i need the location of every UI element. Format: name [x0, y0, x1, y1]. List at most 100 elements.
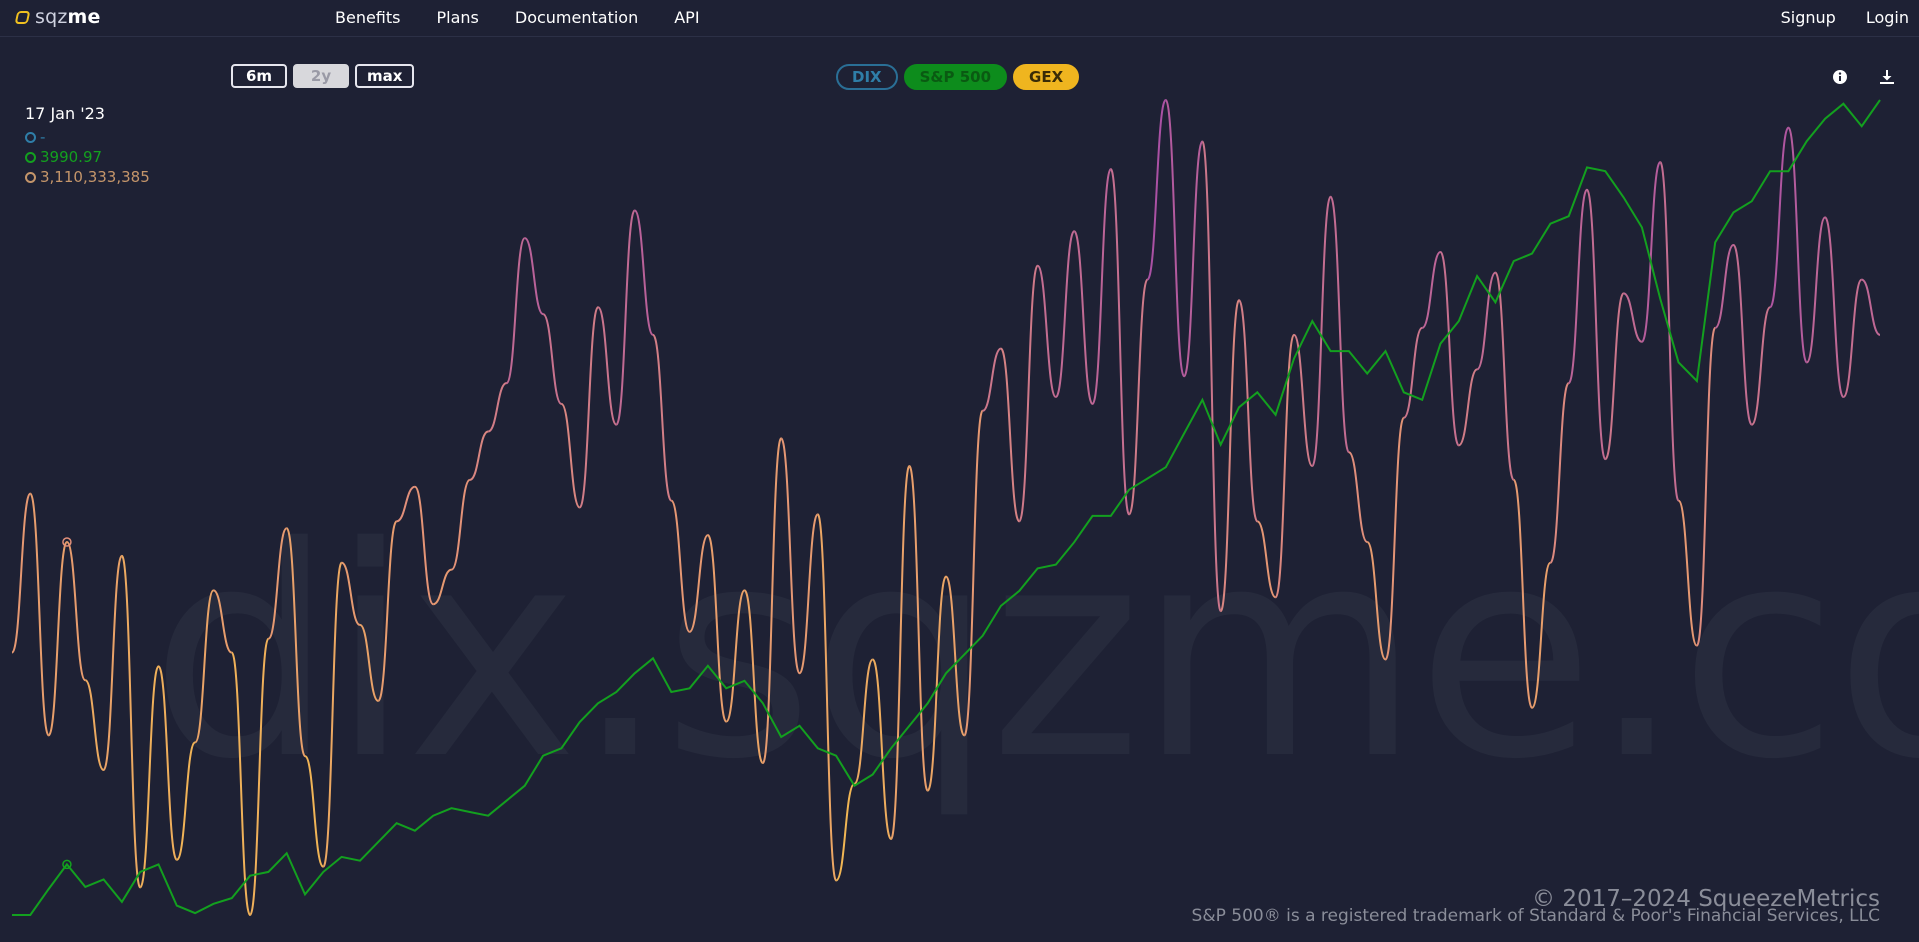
- gex-line-segment: [1769, 126, 1790, 309]
- hover-readout: 17 Jan '23 - 3990.97 3,110,333,385: [25, 104, 150, 187]
- gex-line-segment: [1366, 541, 1387, 661]
- gex-line-segment: [47, 541, 68, 737]
- gex-line-segment: [835, 782, 856, 882]
- gex-line-segment: [194, 589, 215, 744]
- gex-line-segment: [1421, 250, 1442, 329]
- dix-dot-icon: [25, 131, 36, 143]
- gex-line-segment: [230, 651, 252, 916]
- gex-line-segment: [84, 679, 105, 771]
- gex-line-segment: [1347, 451, 1369, 544]
- gex-line-segment: [469, 430, 489, 481]
- gex-line-segment: [743, 589, 764, 765]
- gex-line-segment: [1549, 382, 1570, 564]
- gex-line-segment: [597, 306, 618, 426]
- gex-line-segment: [1695, 326, 1717, 647]
- gex-line-segment: [1274, 333, 1295, 599]
- gex-line-segment: [1183, 140, 1204, 378]
- gex-line-segment: [1824, 216, 1845, 398]
- gex-line-segment: [780, 437, 801, 675]
- gex-line-segment: [725, 589, 746, 723]
- gex-line-segment: [1623, 292, 1643, 343]
- readout-dix-value: -: [40, 128, 46, 146]
- spx-hover-marker: [62, 859, 72, 870]
- readout-gex-value: 3,110,333,385: [40, 168, 150, 186]
- gex-line-segment: [615, 209, 636, 426]
- gex-line-segment: [1128, 278, 1149, 516]
- gex-line-segment: [688, 534, 709, 633]
- download-icon[interactable]: [1879, 69, 1895, 85]
- gex-line-segment: [29, 492, 50, 737]
- nav-benefits-link[interactable]: Benefits: [335, 8, 401, 27]
- gex-line-segment: [890, 465, 911, 841]
- range-button-2y[interactable]: 2y: [293, 64, 349, 88]
- copyright-text: © 2017–2024 SqueezeMetrics: [1532, 886, 1880, 912]
- gex-line-segment: [1219, 299, 1240, 613]
- gex-line-segment: [871, 658, 893, 841]
- nav-documentation-link[interactable]: Documentation: [514, 8, 639, 27]
- gex-line-segment: [120, 554, 142, 889]
- brand-logo[interactable]: sqzme: [14, 6, 101, 28]
- gex-line-segment: [413, 485, 435, 606]
- gex-line-segment: [633, 209, 654, 336]
- gex-line-segment: [1512, 478, 1534, 709]
- gex-line-segment: [1146, 99, 1167, 281]
- info-icon[interactable]: [1832, 69, 1848, 85]
- range-selector: 6m 2y max: [231, 64, 415, 88]
- gex-line-segment: [1531, 561, 1552, 709]
- gex-line-segment: [1329, 195, 1350, 454]
- gex-line-segment: [1036, 264, 1057, 398]
- main-nav: Benefits Plans Documentation API: [335, 8, 700, 27]
- nav-api-link[interactable]: API: [674, 8, 700, 27]
- gex-line-segment: [853, 658, 874, 785]
- range-button-6m[interactable]: 6m: [231, 64, 287, 88]
- trademark-text: S&P 500® is a registered trademark of St…: [1191, 906, 1880, 926]
- spx-line: [12, 99, 1881, 916]
- auth-links: Signup Login: [1781, 8, 1909, 27]
- gex-line-segment: [578, 306, 600, 509]
- readout-dix-row: -: [25, 127, 150, 147]
- gex-line-segment: [1402, 326, 1424, 419]
- gex-line-segment: [560, 402, 581, 509]
- spx-dot-icon: [25, 151, 36, 163]
- gex-line-segment: [1292, 333, 1314, 468]
- gex-line-segment: [1750, 306, 1772, 426]
- gex-line-segment: [1567, 188, 1588, 385]
- gex-line-segment: [396, 485, 416, 523]
- gex-line-segment: [1861, 278, 1881, 336]
- gex-line-segment: [1201, 140, 1222, 613]
- gex-line-segment: [816, 513, 838, 882]
- gex-line-segment: [1439, 250, 1460, 447]
- readout-gex-row: 3,110,333,385: [25, 167, 150, 187]
- gex-line-segment: [358, 623, 380, 702]
- gex-line-segment: [65, 541, 87, 682]
- gex-line-segment: [1238, 299, 1259, 523]
- top-navigation-bar: sqzme Benefits Plans Documentation API S…: [0, 0, 1919, 37]
- login-link[interactable]: Login: [1865, 8, 1909, 27]
- spx-toggle-button[interactable]: S&P 500: [903, 64, 1008, 90]
- readout-spx-value: 3990.97: [40, 148, 103, 166]
- gex-line-segment: [706, 534, 728, 723]
- gex-line-segment: [487, 382, 507, 433]
- gex-line-segment: [175, 741, 197, 861]
- gex-line-segment: [1018, 264, 1039, 523]
- signup-link[interactable]: Signup: [1780, 8, 1836, 27]
- gex-line-segment: [652, 333, 673, 502]
- gex-line-segment: [139, 665, 160, 889]
- dix-toggle-button[interactable]: DIX: [836, 64, 898, 90]
- gex-line-segment: [798, 513, 819, 675]
- gex-line-segment: [11, 492, 32, 654]
- gex-toggle-button[interactable]: GEX: [1013, 64, 1080, 90]
- gex-line-segment: [212, 589, 233, 654]
- gex-line-segment: [1677, 499, 1698, 647]
- gex-line-segment: [761, 437, 783, 765]
- gex-line-segment: [340, 561, 361, 626]
- gex-line-segment: [304, 755, 325, 868]
- gex-line-segment: [926, 575, 947, 792]
- gex-line-segment: [963, 409, 984, 737]
- gex-line-segment: [249, 637, 270, 916]
- gex-line-segment: [542, 313, 563, 405]
- gex-line-segment: [377, 520, 398, 702]
- nav-plans-link[interactable]: Plans: [436, 8, 479, 27]
- range-button-max[interactable]: max: [355, 64, 415, 88]
